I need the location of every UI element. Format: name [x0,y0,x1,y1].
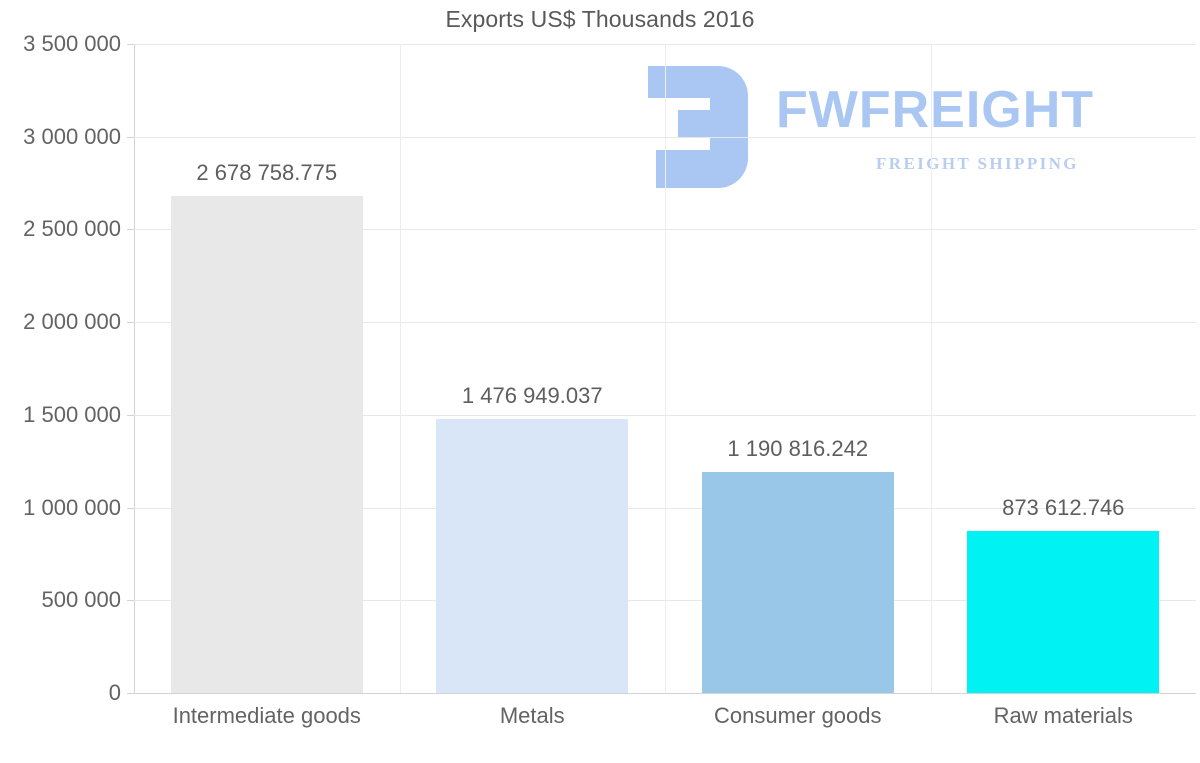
y-axis-tick [127,414,134,416]
bar-value-label: 2 678 758.775 [196,160,338,186]
y-axis-tick [127,693,134,694]
y-axis-tick-label: 1 500 000 [23,401,121,427]
y-axis-tick-label: 500 000 [41,587,121,613]
bar-raw-materials[interactable] [967,531,1160,693]
bar-intermediate-goods[interactable] [170,196,363,693]
y-axis-tick [127,229,134,231]
plot-area: 2 678 758.775 1 476 949.037 1 190 816.242 8… [134,44,1196,694]
y-axis-tick-label: 3 000 000 [23,123,121,149]
bar-value-label: 1 190 816.242 [727,436,869,462]
y-axis-tick [127,44,134,45]
y-axis-tick-label: 2 500 000 [23,216,121,242]
bar-value-label: 1 476 949.037 [461,383,603,409]
chart-title: Exports US$ Thousands 2016 [445,6,755,32]
gridline-vertical [665,44,666,693]
x-axis-category-label: Consumer goods [713,703,882,728]
y-axis-tick-label: 0 [108,680,121,705]
y-axis-tick-label: 3 500 000 [23,31,121,56]
y-axis-line [134,44,135,694]
x-axis-category-label: Raw materials [993,703,1133,728]
bar-metals[interactable] [436,419,629,693]
x-axis-category-label: Metals [499,703,565,728]
bar-consumer-goods[interactable] [701,472,894,693]
gridline-vertical [400,44,401,693]
bar-value-label: 873 612.746 [1002,495,1125,520]
y-axis-tick [127,600,134,602]
gridline-vertical [931,44,932,693]
gridline-horizontal [134,693,1196,694]
y-axis-tick-label: 2 000 000 [23,309,121,335]
y-axis-tick [127,322,134,324]
x-axis-category-label: Intermediate goods [172,703,361,728]
y-axis-tick-label: 1 000 000 [23,494,121,520]
y-axis-tick [127,507,134,509]
y-axis-tick [127,136,134,138]
